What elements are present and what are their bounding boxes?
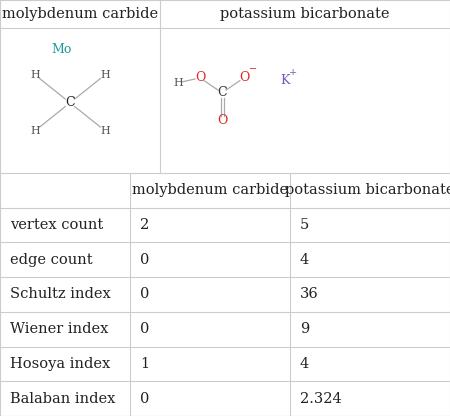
Text: K: K <box>280 74 290 87</box>
Text: 9: 9 <box>300 322 309 336</box>
Text: 2.324: 2.324 <box>300 391 342 406</box>
Text: 0: 0 <box>140 391 149 406</box>
Text: 4: 4 <box>300 357 309 371</box>
Text: H: H <box>173 78 183 88</box>
Text: 0: 0 <box>140 322 149 336</box>
Text: vertex count: vertex count <box>10 218 103 232</box>
Text: C: C <box>217 86 227 99</box>
Text: 5: 5 <box>300 218 309 232</box>
Text: H: H <box>30 126 40 136</box>
Text: 2: 2 <box>140 218 149 232</box>
Text: O: O <box>239 71 249 84</box>
Text: Balaban index: Balaban index <box>10 391 115 406</box>
Text: Wiener index: Wiener index <box>10 322 108 336</box>
Text: molybdenum carbide: molybdenum carbide <box>2 7 158 21</box>
Text: Schultz index: Schultz index <box>10 287 111 302</box>
Text: Hosoya index: Hosoya index <box>10 357 110 371</box>
Text: 36: 36 <box>300 287 319 302</box>
Text: 0: 0 <box>140 253 149 267</box>
Text: 4: 4 <box>300 253 309 267</box>
Text: O: O <box>217 114 227 127</box>
Text: O: O <box>195 71 205 84</box>
Text: edge count: edge count <box>10 253 93 267</box>
Text: potassium bicarbonate: potassium bicarbonate <box>220 7 390 21</box>
Text: C: C <box>65 96 75 109</box>
Text: Mo: Mo <box>52 43 72 57</box>
Text: potassium bicarbonate: potassium bicarbonate <box>285 183 450 197</box>
Text: H: H <box>100 70 110 80</box>
Text: molybdenum carbide: molybdenum carbide <box>132 183 288 197</box>
Text: −: − <box>249 65 257 74</box>
Text: 0: 0 <box>140 287 149 302</box>
Text: H: H <box>30 70 40 80</box>
Text: 1: 1 <box>140 357 149 371</box>
Text: +: + <box>289 68 297 77</box>
Text: H: H <box>100 126 110 136</box>
